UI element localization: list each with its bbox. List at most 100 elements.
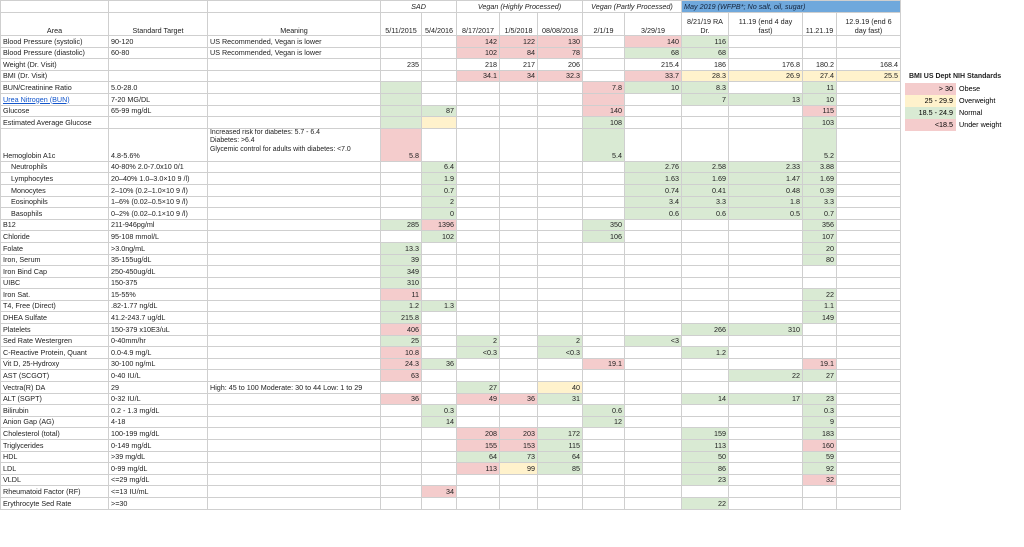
value-cell[interactable]: 0.39 xyxy=(802,183,837,197)
value-cell[interactable] xyxy=(499,404,538,417)
standard-target-cell[interactable]: 150-375 xyxy=(108,276,208,290)
meaning-cell[interactable] xyxy=(207,230,381,243)
value-cell[interactable]: 19.1 xyxy=(582,357,625,371)
value-cell[interactable] xyxy=(380,81,422,94)
legend-range[interactable]: <18.5 xyxy=(905,119,956,131)
value-cell[interactable]: 108 xyxy=(582,116,625,129)
value-cell[interactable] xyxy=(456,183,500,197)
value-cell[interactable]: 116 xyxy=(681,35,729,48)
area-cell[interactable]: UIBC xyxy=(0,276,109,290)
meaning-cell[interactable] xyxy=(207,357,381,371)
value-cell[interactable] xyxy=(582,253,625,267)
area-cell[interactable]: Hemoglobin A1c xyxy=(0,127,109,162)
value-cell[interactable] xyxy=(380,116,422,129)
value-cell[interactable] xyxy=(537,404,583,417)
value-cell[interactable]: 285 xyxy=(380,218,422,232)
value-cell[interactable]: 10 xyxy=(802,92,837,106)
value-cell[interactable] xyxy=(421,58,457,71)
value-cell[interactable] xyxy=(380,104,422,118)
area-cell[interactable]: Iron, Serum xyxy=(0,253,109,267)
value-cell[interactable] xyxy=(681,311,729,325)
standard-target-cell[interactable]: 15-55% xyxy=(108,288,208,301)
standard-target-cell[interactable]: 95-108 mmol/L xyxy=(108,230,208,243)
value-cell[interactable] xyxy=(456,81,500,94)
value-cell[interactable]: 106 xyxy=(582,230,625,243)
group-header-blank[interactable] xyxy=(207,0,381,13)
value-cell[interactable] xyxy=(681,276,729,290)
group-header-blank[interactable] xyxy=(108,0,208,13)
value-cell[interactable] xyxy=(537,116,583,129)
value-cell[interactable]: 168.4 xyxy=(836,58,901,71)
value-cell[interactable] xyxy=(456,357,500,371)
value-cell[interactable]: 68 xyxy=(681,46,729,60)
value-cell[interactable] xyxy=(624,218,682,232)
value-cell[interactable]: 49 xyxy=(456,392,500,406)
value-cell[interactable] xyxy=(624,369,682,383)
value-cell[interactable]: 140 xyxy=(582,104,625,118)
standard-target-cell[interactable]: 100-199 mg/dL xyxy=(108,427,208,440)
area-cell[interactable]: DHEA Sulfate xyxy=(0,311,109,325)
value-cell[interactable]: 36 xyxy=(380,392,422,406)
value-cell[interactable] xyxy=(582,299,625,313)
value-cell[interactable] xyxy=(624,265,682,278)
value-cell[interactable] xyxy=(537,299,583,313)
value-cell[interactable]: 3.3 xyxy=(802,195,837,209)
value-cell[interactable] xyxy=(380,473,422,487)
value-cell[interactable] xyxy=(728,462,803,475)
value-cell[interactable]: 5.8 xyxy=(380,127,422,162)
value-cell[interactable]: 23 xyxy=(681,473,729,487)
standard-target-cell[interactable]: 29 xyxy=(108,381,208,394)
value-cell[interactable]: 218 xyxy=(456,58,500,71)
value-cell[interactable]: 80 xyxy=(802,253,837,267)
value-cell[interactable]: 0.48 xyxy=(728,183,803,197)
value-cell[interactable] xyxy=(380,381,422,394)
value-cell[interactable] xyxy=(582,485,625,498)
value-cell[interactable] xyxy=(421,69,457,83)
value-cell[interactable] xyxy=(380,462,422,475)
value-cell[interactable] xyxy=(681,485,729,498)
value-cell[interactable] xyxy=(728,288,803,301)
value-cell[interactable] xyxy=(582,46,625,60)
value-cell[interactable] xyxy=(624,485,682,498)
area-cell[interactable]: Eosinophils xyxy=(0,195,109,209)
value-cell[interactable] xyxy=(582,334,625,348)
value-cell[interactable] xyxy=(802,334,837,348)
value-cell[interactable] xyxy=(421,253,457,267)
value-cell[interactable] xyxy=(624,392,682,406)
meaning-cell[interactable]: Increased risk for diabetes: 5.7 - 6.4 D… xyxy=(207,127,381,162)
value-cell[interactable] xyxy=(537,415,583,429)
value-cell[interactable]: 40 xyxy=(537,381,583,394)
meaning-cell[interactable] xyxy=(207,450,381,464)
value-cell[interactable]: 36 xyxy=(499,392,538,406)
value-cell[interactable] xyxy=(728,404,803,417)
column-header[interactable]: Standard Target xyxy=(108,12,208,36)
value-cell[interactable] xyxy=(582,265,625,278)
value-cell[interactable]: 73 xyxy=(499,450,538,464)
value-cell[interactable]: 3.3 xyxy=(681,195,729,209)
value-cell[interactable] xyxy=(421,241,457,255)
value-cell[interactable] xyxy=(624,104,682,118)
value-cell[interactable] xyxy=(499,369,538,383)
value-cell[interactable] xyxy=(456,369,500,383)
value-cell[interactable] xyxy=(836,288,901,301)
standard-target-cell[interactable]: 0-149 mg/dL xyxy=(108,439,208,452)
value-cell[interactable] xyxy=(537,369,583,383)
value-cell[interactable] xyxy=(624,127,682,162)
value-cell[interactable]: 64 xyxy=(537,450,583,464)
value-cell[interactable] xyxy=(380,496,422,510)
column-header[interactable]: 5/4/2016 xyxy=(421,12,457,36)
value-cell[interactable] xyxy=(728,81,803,94)
area-cell[interactable]: Weight (Dr. Visit) xyxy=(0,58,109,71)
value-cell[interactable]: 33.7 xyxy=(624,69,682,83)
area-cell[interactable]: Blood Pressure (diastolic) xyxy=(0,46,109,60)
standard-target-cell[interactable]: <=13 IU/mL xyxy=(108,485,208,498)
value-cell[interactable]: 34 xyxy=(421,485,457,498)
value-cell[interactable]: 215.8 xyxy=(380,311,422,325)
meaning-cell[interactable] xyxy=(207,288,381,301)
meaning-cell[interactable]: US Recommended, Vegan is lower xyxy=(207,35,381,48)
standard-target-cell[interactable]: 0-99 mg/dL xyxy=(108,462,208,475)
value-cell[interactable] xyxy=(537,241,583,255)
value-cell[interactable]: 310 xyxy=(380,276,422,290)
column-header[interactable]: 2/1/19 xyxy=(582,12,625,36)
value-cell[interactable] xyxy=(380,230,422,243)
